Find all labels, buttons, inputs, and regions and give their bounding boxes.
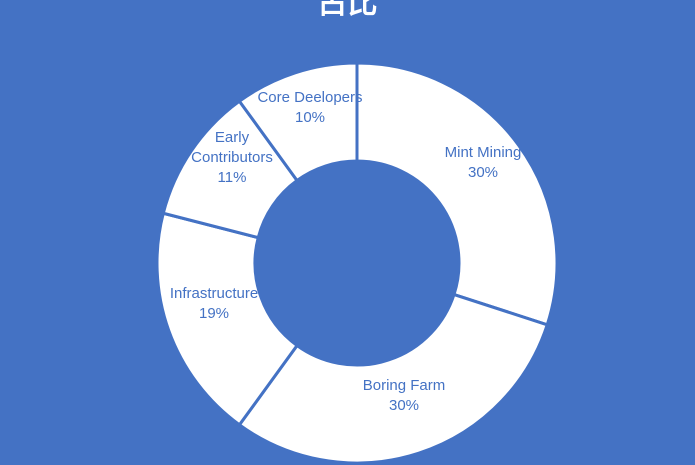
slice-name-label: Core Deelopers [257, 89, 362, 106]
slice-name-label: Mint Mining [445, 144, 522, 161]
slice-name-label: Boring Farm [363, 377, 446, 394]
slice-mint-mining [355, 61, 559, 327]
label-early-contributors: Early Contributors 11% [191, 129, 273, 186]
label-mint-mining: Mint Mining 30% [445, 144, 522, 181]
label-core-deelopers: Core Deelopers 10% [257, 89, 362, 126]
slice-name-label: Contributors [191, 149, 273, 166]
slice-percent-label: 11% [218, 169, 247, 186]
label-boring-farm: Boring Farm 30% [363, 377, 446, 414]
slice-boring-farm [237, 292, 550, 465]
slice-infrastructure [155, 211, 300, 427]
slice-percent-label: 10% [295, 109, 325, 126]
slice-percent-label: 19% [199, 305, 229, 322]
chart-title: 占比 [317, 0, 378, 20]
slice-name-label: Early [215, 129, 250, 146]
label-infrastructure: Infrastructure 19% [170, 285, 258, 322]
slice-name-label: Infrastructure [170, 285, 258, 302]
slice-percent-label: 30% [468, 164, 498, 181]
slice-core-deelopers [237, 61, 359, 183]
slice-percent-label: 30% [389, 397, 419, 414]
